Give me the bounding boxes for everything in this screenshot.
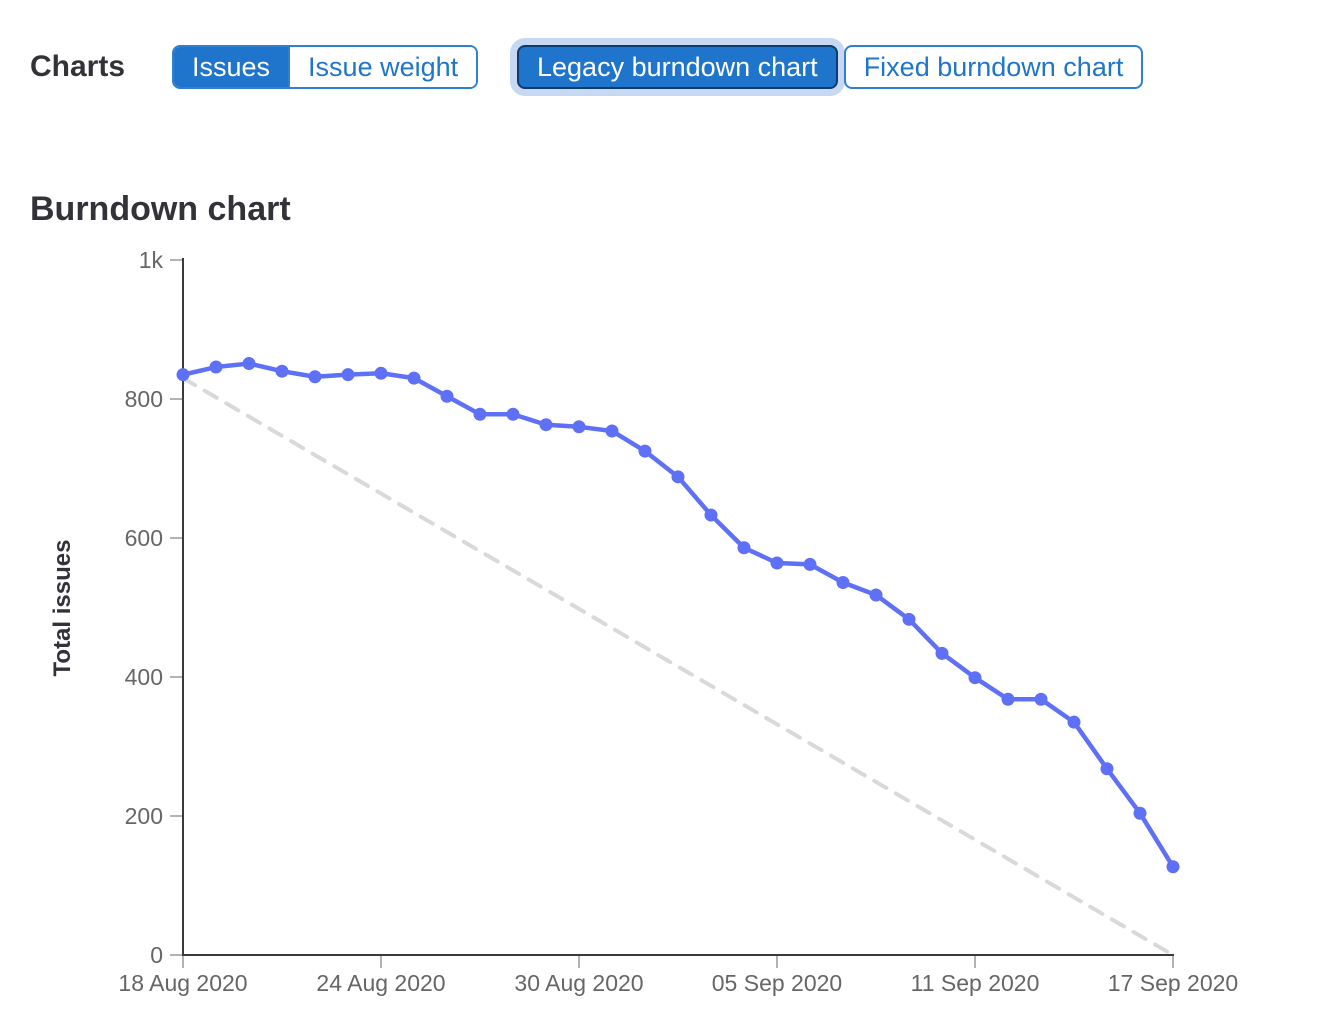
data-point[interactable] [572,420,586,434]
y-axis-tick-label: 400 [125,664,163,690]
data-point[interactable] [374,366,388,380]
legacy-burndown-chart-button[interactable]: Legacy burndown chart [517,45,838,89]
toggle-divider [288,47,291,87]
data-point[interactable] [902,612,916,626]
fixed-burndown-chart-button[interactable]: Fixed burndown chart [843,45,1144,89]
data-point[interactable] [440,389,454,403]
y-axis-tick-label: 200 [125,803,163,829]
data-point[interactable] [803,557,817,571]
data-point[interactable] [836,575,850,589]
issue-weight-toggle-button[interactable]: Issue weight [290,47,477,87]
data-point[interactable] [209,360,223,374]
data-point[interactable] [176,368,190,382]
x-axis-tick-label: 11 Sep 2020 [911,970,1040,996]
data-point[interactable] [275,364,289,378]
data-point[interactable] [638,444,652,458]
data-point[interactable] [242,357,256,371]
data-point[interactable] [1133,806,1147,820]
data-point[interactable] [935,646,949,660]
metric-toggle-group: Issues Issue weight [172,45,479,89]
page-title: Burndown chart [30,190,291,229]
data-point[interactable] [308,370,322,384]
data-point[interactable] [737,541,751,555]
data-point[interactable] [869,588,883,602]
data-point[interactable] [770,556,784,570]
data-point[interactable] [1034,692,1048,706]
data-point[interactable] [506,407,520,421]
x-axis-tick-label: 18 Aug 2020 [118,970,247,996]
y-axis-tick-label: 1k [139,247,164,273]
x-axis-tick-label: 30 Aug 2020 [514,970,643,996]
charts-toolbar: Charts Issues Issue weight Legacy burndo… [0,45,1326,89]
x-axis-tick-label: 05 Sep 2020 [712,970,842,996]
data-point[interactable] [1001,692,1015,706]
chart-type-toggle-group: Legacy burndown chart Fixed burndown cha… [517,45,1144,89]
issues-toggle-button[interactable]: Issues [174,47,289,87]
data-point[interactable] [605,424,619,438]
data-point[interactable] [407,371,421,385]
data-point[interactable] [539,418,553,432]
guideline-dashed-line [181,376,1175,957]
data-point[interactable] [341,368,355,382]
data-point[interactable] [704,508,718,522]
y-axis-tick-label: 0 [150,942,163,968]
data-point[interactable] [1067,715,1081,729]
data-point[interactable] [671,470,685,484]
data-point[interactable] [473,407,487,421]
x-axis-tick-label: 24 Aug 2020 [316,970,445,996]
x-axis-tick-label: 17 Sep 2020 [1108,970,1238,996]
data-point[interactable] [968,671,982,685]
y-axis-title: Total issues [49,540,76,677]
burndown-series-line [180,361,1176,869]
data-point[interactable] [1166,860,1180,874]
data-point[interactable] [1100,762,1114,776]
y-axis-tick-label: 600 [125,525,163,551]
y-axis-tick-label: 800 [125,386,163,412]
charts-label: Charts [30,50,126,83]
